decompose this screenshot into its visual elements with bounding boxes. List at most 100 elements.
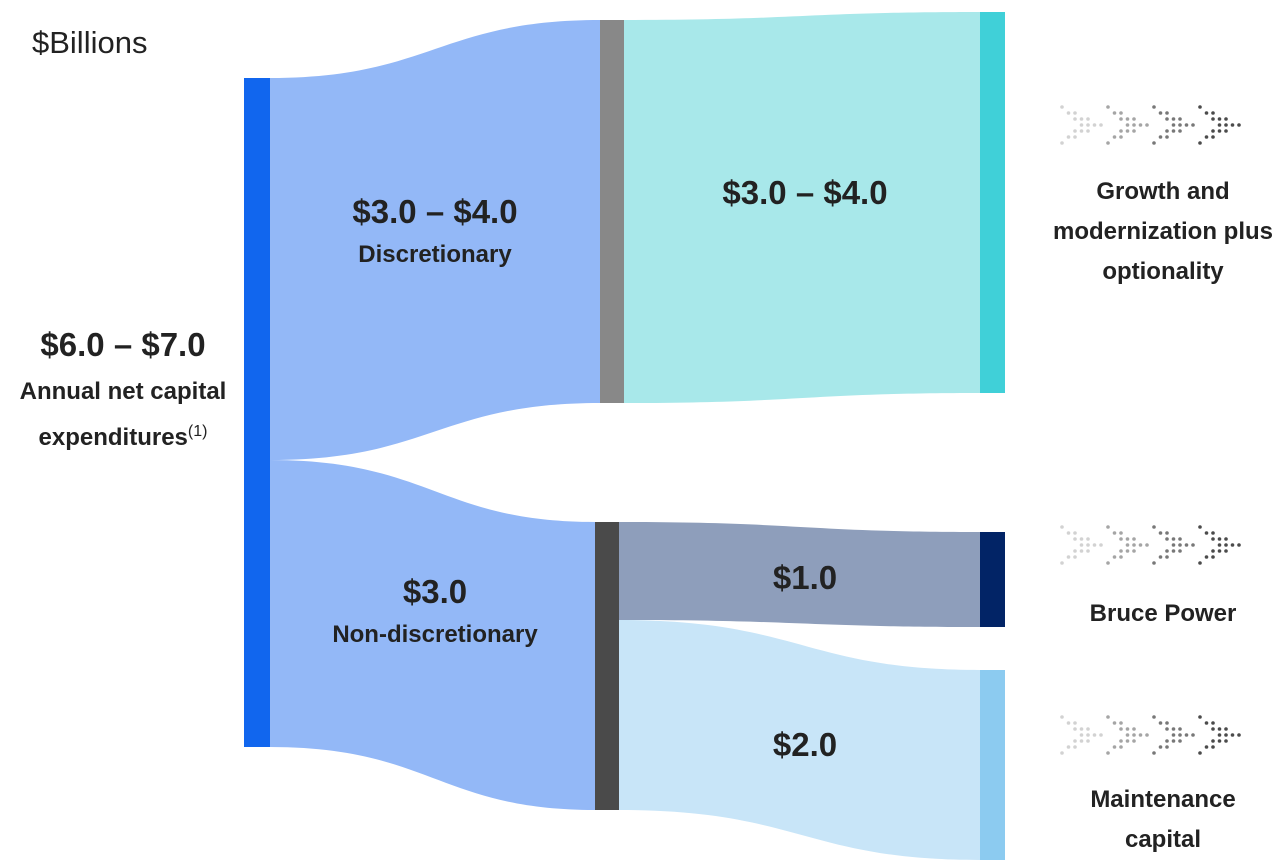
chevron-dot <box>1073 129 1077 133</box>
chevron-dot <box>1191 123 1195 127</box>
chevron-dot <box>1079 733 1084 737</box>
chevron-dot <box>1132 117 1136 121</box>
non-discretionary-label: Non-discretionary <box>332 621 538 648</box>
chevron-dot <box>1073 111 1077 115</box>
chevron-dot <box>1106 751 1110 755</box>
chevron-dot <box>1073 727 1077 731</box>
chevron-dot <box>1165 721 1169 725</box>
chevron-dot <box>1211 537 1215 541</box>
chevron-dot <box>1125 727 1130 731</box>
chevron-icons <box>1060 105 1241 755</box>
chevron-dot <box>1079 537 1084 541</box>
discretionary-value: $3.0 – $4.0 <box>352 193 518 230</box>
chevron-dot <box>1198 105 1202 109</box>
growth-label: Growth and modernization plus optionalit… <box>1052 178 1273 285</box>
chevron-dot <box>1079 549 1084 553</box>
chevron-dot <box>1066 745 1071 749</box>
chevron-dot <box>1112 531 1117 535</box>
chevron-dot <box>1119 135 1123 139</box>
chevron-dot <box>1073 117 1077 121</box>
chevron-dot <box>1211 129 1215 133</box>
chevron-dot <box>1211 135 1215 139</box>
chevron-dot <box>1211 111 1215 115</box>
chevron-dot <box>1060 525 1064 529</box>
chevron-dot <box>1184 543 1189 547</box>
chevron-dot <box>1086 739 1090 743</box>
node-discretionary <box>600 20 624 403</box>
chevron-dot <box>1211 549 1215 553</box>
chevron-dot <box>1204 745 1209 749</box>
bruce-value: $1.0 <box>772 559 838 596</box>
chevron-dot <box>1198 715 1202 719</box>
chevron-dot <box>1073 555 1077 559</box>
chevron-dot <box>1158 745 1163 749</box>
chevron-dot <box>1198 141 1202 145</box>
chevron-dot <box>1171 549 1176 553</box>
chevron-dot <box>1066 721 1071 725</box>
footnote: (1) <box>187 423 208 440</box>
chevron-dot <box>1217 117 1222 121</box>
chevron-dot <box>1086 123 1090 127</box>
chevron-dot <box>1178 537 1182 541</box>
chevron-dot <box>1158 555 1163 559</box>
chevron-dot <box>1230 543 1235 547</box>
chevron-dot <box>1145 543 1149 547</box>
chevron-dot <box>1132 733 1136 737</box>
chevron-dot <box>1119 739 1123 743</box>
discretionary-label: Discretionary <box>358 241 512 268</box>
chevron-dot <box>1217 537 1222 541</box>
chevron-dot <box>1211 739 1215 743</box>
non-discretionary-value: $3.0 <box>402 573 468 610</box>
chevron-dot <box>1171 733 1176 737</box>
chevron-dot <box>1086 733 1090 737</box>
chevron-dot <box>1119 531 1123 535</box>
chevron-dot <box>1171 123 1176 127</box>
chevron-dot <box>1217 543 1222 547</box>
chevron-dot <box>1086 117 1090 121</box>
chevron-dot <box>1171 727 1176 731</box>
chevron-dot <box>1138 733 1143 737</box>
chevron-dot <box>1112 555 1117 559</box>
chevron-dot <box>1211 727 1215 731</box>
chevron-dot <box>1132 549 1136 553</box>
chevron-dot <box>1060 715 1064 719</box>
chevron-dot <box>1125 129 1130 133</box>
chevron-dot <box>1217 549 1222 553</box>
flow-growth <box>624 12 980 403</box>
chevron-dot <box>1060 561 1064 565</box>
chevron-dot <box>1125 543 1130 547</box>
chevron-dot <box>1224 739 1228 743</box>
chevron-dot <box>1079 123 1084 127</box>
chevron-dot <box>1112 745 1117 749</box>
chevron-dot <box>1092 123 1097 127</box>
chevron-dot <box>1178 733 1182 737</box>
node-maintenance <box>980 670 1005 860</box>
chevron-dot <box>1178 739 1182 743</box>
chevron-dot <box>1066 111 1071 115</box>
chevron-dot <box>1204 111 1209 115</box>
chevron-dot <box>1086 129 1090 133</box>
chevron-dot <box>1158 721 1163 725</box>
chevron-dot <box>1119 129 1123 133</box>
chevron-dot <box>1152 141 1156 145</box>
chevron-dot <box>1152 105 1156 109</box>
chevron-dot <box>1132 739 1136 743</box>
chevron-dot <box>1125 117 1130 121</box>
flow-maintenance <box>619 620 980 860</box>
chevron-dot <box>1184 123 1189 127</box>
chevron-dot <box>1073 135 1077 139</box>
chevron-dot <box>1073 721 1077 725</box>
chevron-dot <box>1079 727 1084 731</box>
chevron-dot <box>1152 751 1156 755</box>
chevron-dot <box>1211 117 1215 121</box>
chevron-dot <box>1204 531 1209 535</box>
chevron-dot <box>1178 543 1182 547</box>
flow-bruce <box>619 522 980 627</box>
chevron-dot <box>1132 727 1136 731</box>
maintenance-label: Maintenance capital <box>1090 786 1236 853</box>
chevron-dot <box>1237 543 1241 547</box>
chevron-dot <box>1211 745 1215 749</box>
chevron-dot <box>1224 727 1228 731</box>
chevron-dot <box>1112 721 1117 725</box>
